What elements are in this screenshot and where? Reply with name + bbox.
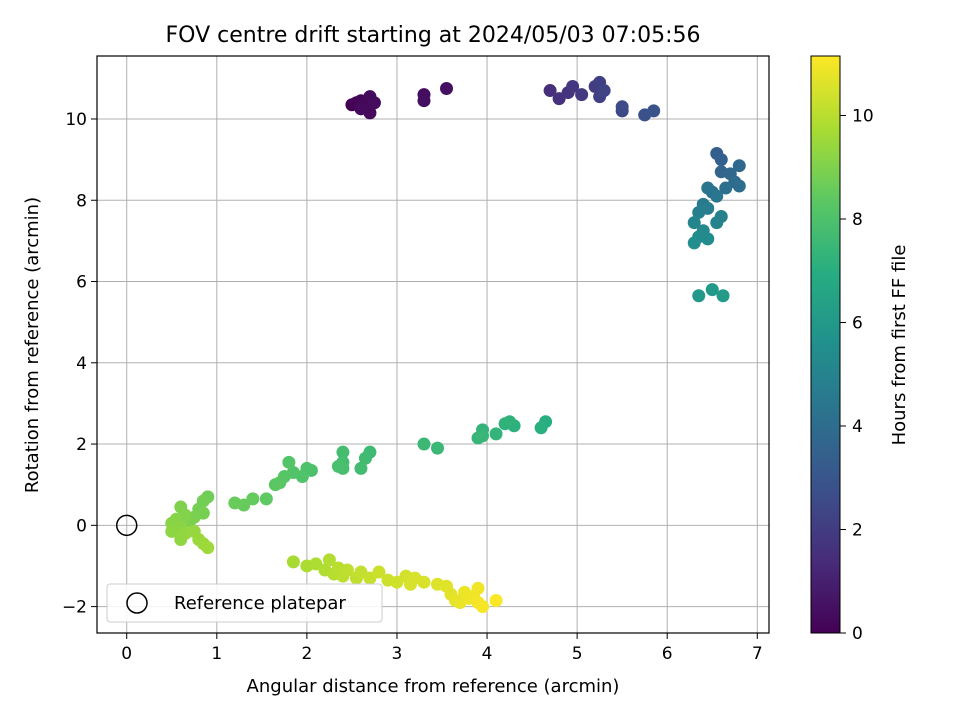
data-point [331, 459, 345, 473]
data-point [714, 153, 728, 167]
legend: Reference platepar [106, 583, 383, 623]
data-point [358, 451, 372, 465]
x-tick-label: 1 [211, 644, 222, 664]
colorbar-tick-label: 0 [852, 624, 863, 644]
legend-marker-reference [126, 592, 148, 614]
data-point [440, 82, 454, 96]
y-tick-label: 8 [76, 191, 87, 211]
plot-frame [96, 55, 770, 634]
x-tick-label: 3 [392, 644, 403, 664]
data-point [417, 575, 431, 589]
data-point [687, 236, 701, 250]
reference-point [115, 514, 138, 537]
data-point [489, 427, 503, 441]
scatter-points [165, 75, 746, 614]
data-point [534, 421, 548, 435]
colorbar-gradient [810, 55, 841, 634]
colorbar-tick-label: 4 [852, 417, 863, 437]
y-axis-ticks: −2 0 2 4 6 8 10 [62, 110, 97, 618]
chart-title: FOV centre drift starting at 2024/05/03 … [166, 23, 701, 48]
data-point [719, 181, 733, 195]
data-point [732, 159, 746, 173]
grid [97, 56, 769, 633]
legend-label-reference: Reference platepar [174, 593, 346, 614]
data-point [228, 496, 242, 510]
data-point [476, 600, 490, 614]
data-point [286, 555, 300, 569]
data-point [597, 84, 611, 98]
y-tick-label: 6 [76, 273, 87, 293]
data-point [282, 455, 296, 469]
data-point [498, 417, 512, 431]
x-tick-label: 2 [301, 644, 312, 664]
x-tick-label: 5 [572, 644, 583, 664]
legend-box [106, 583, 383, 623]
data-point [431, 441, 445, 455]
data-point [489, 593, 503, 607]
data-point [417, 94, 431, 108]
x-axis-label: Angular distance from reference (arcmin) [247, 676, 620, 697]
data-point [340, 563, 354, 577]
colorbar-tick-label: 8 [852, 210, 863, 230]
colorbar-tick-label: 10 [852, 107, 874, 127]
data-point [354, 102, 368, 116]
colorbar-tick-label: 6 [852, 314, 863, 334]
colorbar-label: Hours from first FF file [889, 245, 910, 446]
y-tick-label: 10 [65, 110, 87, 130]
data-point [165, 524, 179, 538]
data-point [322, 553, 336, 567]
x-tick-label: 6 [662, 644, 673, 664]
data-point [701, 232, 715, 246]
data-point [471, 581, 485, 595]
y-tick-label: 0 [76, 516, 87, 536]
data-point [354, 461, 368, 475]
data-point [476, 429, 490, 443]
data-point [647, 104, 661, 118]
colorbar: 0 2 4 6 8 10 Hours from first FF file [810, 55, 910, 644]
data-point [201, 541, 215, 555]
data-point [687, 216, 701, 230]
data-point [372, 565, 386, 579]
data-point [543, 84, 557, 98]
y-tick-label: −2 [62, 598, 87, 618]
data-point [575, 88, 589, 102]
data-point [367, 96, 381, 110]
data-point [336, 445, 350, 459]
data-point [403, 577, 417, 591]
data-point [615, 100, 629, 114]
x-tick-label: 4 [482, 644, 493, 664]
data-point [716, 289, 730, 303]
data-point [268, 478, 282, 492]
data-point [417, 437, 431, 451]
data-point [705, 283, 719, 297]
data-point [259, 492, 273, 506]
data-point [692, 205, 706, 219]
data-point [701, 181, 715, 195]
colorbar-tick-label: 2 [852, 521, 863, 541]
x-tick-label: 0 [121, 644, 132, 664]
colorbar-ticks: 0 2 4 6 8 10 [840, 107, 874, 644]
y-tick-label: 4 [76, 354, 87, 374]
data-point [732, 179, 746, 193]
reference-marker [115, 514, 138, 537]
data-point [566, 79, 580, 93]
data-point [710, 189, 724, 203]
y-tick-label: 2 [76, 435, 87, 455]
data-point [710, 216, 724, 230]
y-axis-label: Rotation from reference (arcmin) [22, 197, 43, 493]
x-tick-label: 7 [752, 644, 763, 664]
data-point [692, 289, 706, 303]
x-axis-ticks: 0 1 2 3 4 5 6 7 [121, 633, 763, 664]
